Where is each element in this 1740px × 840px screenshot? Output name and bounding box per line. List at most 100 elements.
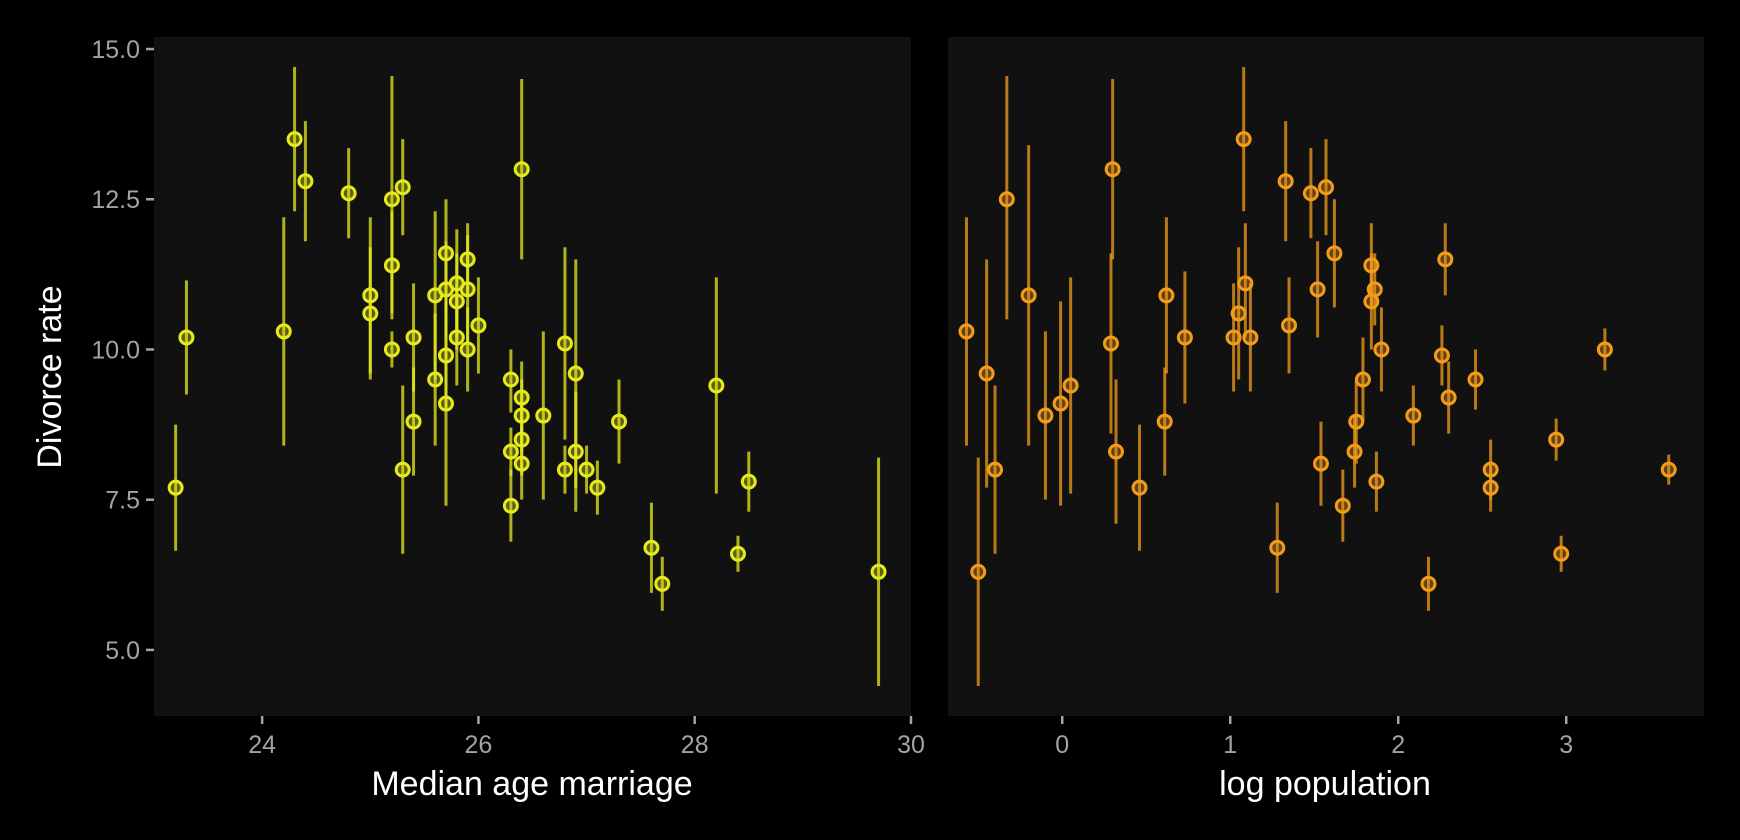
y-tick-label: 15.0 (91, 36, 140, 64)
data-point (870, 563, 887, 580)
data-point (578, 461, 595, 478)
data-point (383, 191, 400, 208)
data-point (1354, 371, 1371, 388)
y-axis-ticks: 5.0 7.5 10.0 12.5 15.0 (91, 36, 154, 665)
x-axis-title: log population (1219, 765, 1431, 803)
data-point (1373, 341, 1390, 358)
data-point (1326, 245, 1343, 262)
data-point (1440, 389, 1457, 406)
data-point (1596, 341, 1613, 358)
data-point (448, 293, 465, 310)
panel-background (154, 37, 911, 716)
y-axis-title: Divorce rate (31, 285, 69, 468)
data-point (275, 323, 292, 340)
data-point (513, 431, 530, 448)
data-point (1548, 431, 1565, 448)
data-point (383, 341, 400, 358)
y-tick-label: 5.0 (105, 637, 140, 665)
data-point (729, 545, 746, 562)
data-point (427, 371, 444, 388)
data-point (1363, 257, 1380, 274)
data-point (437, 245, 454, 262)
data-point (1433, 347, 1450, 364)
data-point (1366, 281, 1383, 298)
data-point (1131, 479, 1148, 496)
panel-age-marriage: 5.0 7.5 10.0 12.5 15.0 24 26 28 30 Median age m… (31, 36, 925, 803)
data-point (448, 329, 465, 346)
data-point (1158, 287, 1175, 304)
data-point (1346, 443, 1363, 460)
data-point (987, 461, 1004, 478)
data-point (1420, 575, 1437, 592)
data-point (643, 539, 660, 556)
x-tick-label: 24 (248, 731, 276, 759)
data-point (513, 455, 530, 472)
data-point (394, 461, 411, 478)
data-point (567, 365, 584, 382)
y-tick-label: 12.5 (91, 186, 140, 214)
data-point (394, 179, 411, 196)
data-point (437, 347, 454, 364)
data-point (1312, 455, 1329, 472)
data-point (167, 479, 184, 496)
data-point (1225, 329, 1242, 346)
data-points (167, 67, 887, 686)
data-point (611, 413, 628, 430)
data-point (459, 341, 476, 358)
data-point (1020, 287, 1037, 304)
x-tick-label: 28 (681, 731, 709, 759)
data-point (502, 443, 519, 460)
data-point (1037, 407, 1054, 424)
data-point (362, 305, 379, 322)
data-point (405, 329, 422, 346)
data-point (437, 395, 454, 412)
data-point (1309, 281, 1326, 298)
data-point (1230, 305, 1247, 322)
data-point (362, 287, 379, 304)
data-point (502, 371, 519, 388)
data-point (1269, 539, 1286, 556)
x-axis-title: Median age marriage (371, 765, 692, 803)
data-point (1318, 179, 1334, 196)
data-point (1334, 497, 1351, 514)
data-point (513, 407, 530, 424)
x-tick-label: 0 (1055, 731, 1069, 759)
x-axis-ticks: 24 26 28 30 (248, 716, 925, 759)
data-point (1281, 317, 1298, 334)
data-point (297, 173, 314, 190)
data-point (1108, 443, 1124, 460)
data-point (978, 365, 995, 382)
data-point (1062, 377, 1079, 394)
data-point (556, 335, 573, 352)
data-point (340, 185, 357, 202)
data-point (970, 563, 987, 580)
x-tick-label: 30 (897, 731, 925, 759)
data-point (1553, 545, 1570, 562)
data-point (1237, 275, 1254, 292)
data-point (556, 461, 573, 478)
data-point (1104, 161, 1121, 178)
data-point (998, 191, 1015, 208)
data-point (958, 323, 975, 340)
data-point (1482, 461, 1499, 478)
data-point (654, 575, 671, 592)
data-point (535, 407, 552, 424)
data-point (1660, 461, 1677, 478)
x-tick-label: 2 (1391, 731, 1405, 759)
panel-log-population: 0 1 2 3 log population (948, 37, 1704, 803)
data-point (383, 257, 400, 274)
data-point (740, 473, 757, 490)
data-point (1176, 329, 1193, 346)
data-point (1302, 185, 1319, 202)
x-tick-label: 3 (1559, 731, 1573, 759)
data-point (459, 281, 476, 298)
data-point (1368, 473, 1385, 490)
x-tick-label: 26 (465, 731, 493, 759)
data-point (708, 377, 725, 394)
data-point (1156, 413, 1173, 430)
data-point (1102, 335, 1119, 352)
data-point (1052, 395, 1069, 412)
data-point (567, 443, 584, 460)
data-point (1405, 407, 1422, 424)
